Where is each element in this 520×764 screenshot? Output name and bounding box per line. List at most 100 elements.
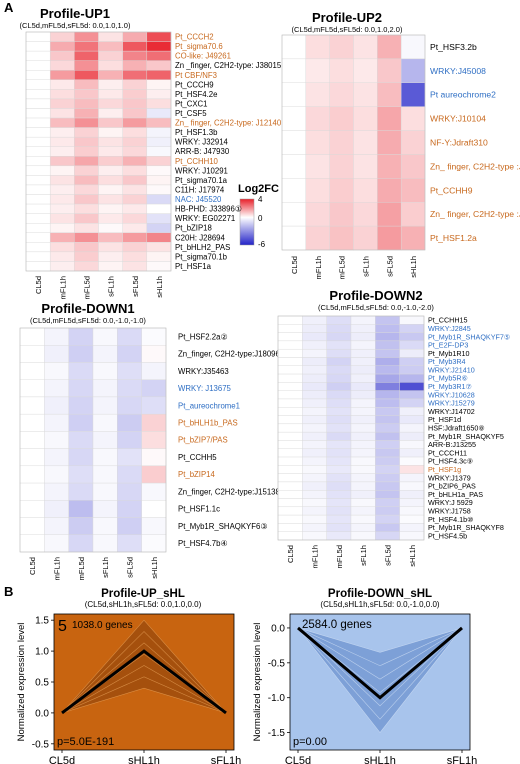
- up1-cell: [98, 222, 123, 233]
- down2-cell: [302, 348, 327, 358]
- up_shl-y-tick-label: 1.0: [35, 647, 49, 658]
- up1-cell: [122, 98, 148, 109]
- up1-row-label: WRKY: J10291: [175, 166, 228, 175]
- up2-cell: [305, 130, 330, 155]
- down2-cell: [326, 440, 352, 449]
- down2-cell: [350, 481, 376, 491]
- up1-cell: [49, 50, 75, 61]
- up2-column-label: mFL5d: [338, 256, 347, 279]
- up1-cell: [122, 117, 148, 128]
- up1-cell: [122, 60, 148, 71]
- down1-cell: [68, 379, 94, 398]
- up1-row-label: Pt_CCHH10: [175, 157, 219, 166]
- up1-cell: [146, 146, 172, 157]
- up1-cell: [49, 60, 75, 71]
- up1-cell: [74, 117, 99, 128]
- down2-row-label: Pt_Myb1R10: [428, 349, 470, 358]
- up1-cell: [122, 242, 148, 253]
- down2-cell: [350, 490, 376, 499]
- up1-cell: [122, 232, 148, 243]
- down1-cell: [44, 500, 69, 518]
- up1-cell: [98, 203, 123, 214]
- down1-frame: [19, 327, 167, 553]
- up2-column-label: sFL1h: [361, 256, 370, 277]
- down2-row-label: Pt_bHLH1a_PAS: [428, 490, 483, 499]
- up_shl-y-tick-label: 0.0: [35, 708, 49, 719]
- down2-cell: [375, 456, 400, 466]
- up1-cell: [98, 175, 123, 186]
- up2-cell: [400, 82, 426, 107]
- down2-row-label: WRKY:J15279: [428, 399, 475, 408]
- down1-column-label: mFL5d: [77, 557, 86, 580]
- down2-row-label: WRKY:J14702: [428, 407, 475, 416]
- up1-cell: [74, 127, 99, 138]
- up1-cell: [146, 127, 172, 138]
- down2-cell: [277, 357, 303, 366]
- down2-subtitle: (CL5d,mFL5d,sFL5d: 0.0,-1.0,-2.0): [318, 303, 434, 312]
- down1-cell: [141, 413, 167, 432]
- down2-cell: [375, 531, 400, 541]
- down1-cell: [19, 517, 45, 535]
- up1-cell: [74, 232, 99, 243]
- down2-cell: [350, 382, 376, 391]
- up2-cell: [377, 225, 402, 251]
- down2-cell: [399, 373, 425, 383]
- down2-row-label: Pt_HSF1g: [428, 465, 461, 474]
- down2-cell: [277, 473, 303, 483]
- down1-cell: [141, 379, 167, 398]
- down2-cell: [326, 465, 352, 474]
- down_shl-x-tick-label: CL5d: [285, 755, 311, 764]
- down2-cell: [326, 415, 352, 425]
- down-shl-title: Profile-DOWN_sHL: [328, 588, 432, 600]
- up2-cell: [400, 225, 426, 251]
- down1-cell: [141, 396, 167, 415]
- up1-cell: [98, 108, 123, 119]
- down1-cell: [117, 345, 142, 363]
- down2-cell: [277, 382, 303, 391]
- up2-cell: [281, 225, 307, 251]
- up1-cell: [49, 136, 75, 147]
- up1-cell: [25, 127, 51, 138]
- down2-cell: [277, 340, 303, 350]
- down1-cell: [141, 362, 167, 380]
- down2-cell: [350, 456, 376, 466]
- down2-cell: [350, 398, 376, 408]
- down1-cell: [44, 482, 69, 501]
- down_shl-y-tick-label: -0.5: [268, 658, 286, 669]
- up2-row-label: Zn_ finger, C2H2-type :J4209: [430, 161, 520, 171]
- down2-cell: [277, 332, 303, 342]
- down_shl-gene-trace: [297, 627, 463, 720]
- up2-cell: [377, 34, 402, 60]
- down2-cell: [399, 514, 425, 524]
- up1-cell: [74, 184, 99, 195]
- up2-cell: [329, 58, 354, 83]
- up2-row-label: Pt_HSF3.2b: [430, 42, 477, 52]
- up1-cell: [98, 60, 123, 71]
- down2-cell: [277, 390, 303, 400]
- up2-frame: [281, 34, 426, 251]
- up1-cell: [25, 31, 51, 42]
- down_shl-y-tick-label: -1.5: [268, 728, 286, 739]
- up1-cell: [74, 213, 99, 224]
- up1-cell: [25, 117, 51, 128]
- up2-cell: [305, 82, 330, 107]
- up1-cell: [25, 98, 51, 109]
- up_shl-plot: -0.5 0.0 0.5 1.0 1.5 CL5d sHL1h sFL1h Normalized…: [16, 613, 241, 764]
- down2-cell: [302, 448, 327, 458]
- up_shl-gene-trace: [61, 631, 227, 714]
- down1-cell: [44, 345, 69, 363]
- down1-cell: [117, 448, 142, 467]
- up1-cell: [122, 261, 148, 272]
- up1-cell: [122, 41, 148, 52]
- colorbar-tick-zero: 0: [258, 214, 263, 223]
- down2-cell: [277, 398, 303, 408]
- down2-cell: [350, 348, 376, 358]
- down2-cell: [302, 373, 327, 383]
- up1-row-label: Pt_bZIP18: [175, 224, 212, 233]
- down1-cell: [117, 327, 142, 346]
- up1-cell: [25, 222, 51, 233]
- down2-cell: [375, 390, 400, 400]
- down2-row-label: Pt_Myb3R1⑦: [428, 382, 472, 391]
- down2-row-label: Pt_HSF4.5b: [428, 531, 467, 540]
- down2-cell: [326, 514, 352, 524]
